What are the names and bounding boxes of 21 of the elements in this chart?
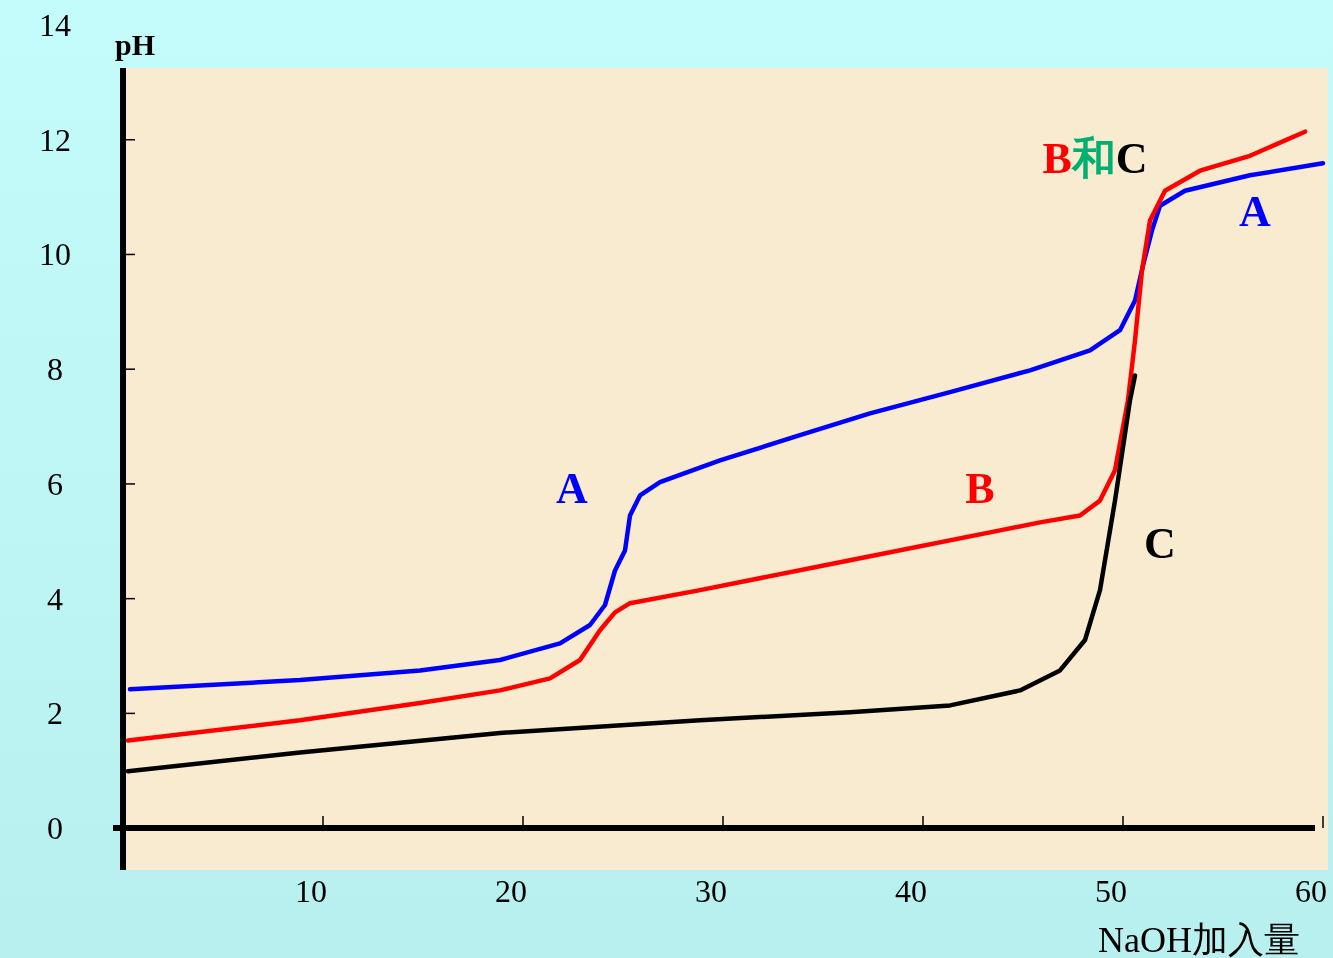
text: A: [556, 463, 588, 513]
y-tick-label: 4: [47, 580, 63, 617]
x-tick-label: 50: [1095, 873, 1127, 909]
y-tick-label: 10: [39, 236, 71, 273]
annotation: B和C: [1042, 134, 1148, 184]
y-tick-label: 2: [47, 695, 63, 732]
series-label: C: [1144, 519, 1176, 569]
x-tick-label: 20: [495, 873, 527, 909]
y-tick-label: 14: [39, 7, 71, 43]
y-tick-label: 0: [47, 810, 63, 847]
y-axis-title: pH: [115, 28, 156, 61]
y-tick-label: 12: [39, 121, 71, 158]
y-tick-label: 8: [47, 351, 63, 388]
x-tick-label: 10: [295, 873, 327, 909]
x-tick-label: 40: [895, 873, 927, 909]
x-tick-label: 60: [1295, 873, 1327, 909]
y-tick-label: 6: [47, 465, 63, 502]
x-tick-label: 30: [695, 873, 727, 909]
series-label: A: [1239, 186, 1272, 236]
series-label: B: [965, 463, 995, 513]
x-axis-title: NaOH加入量: [1098, 920, 1300, 958]
